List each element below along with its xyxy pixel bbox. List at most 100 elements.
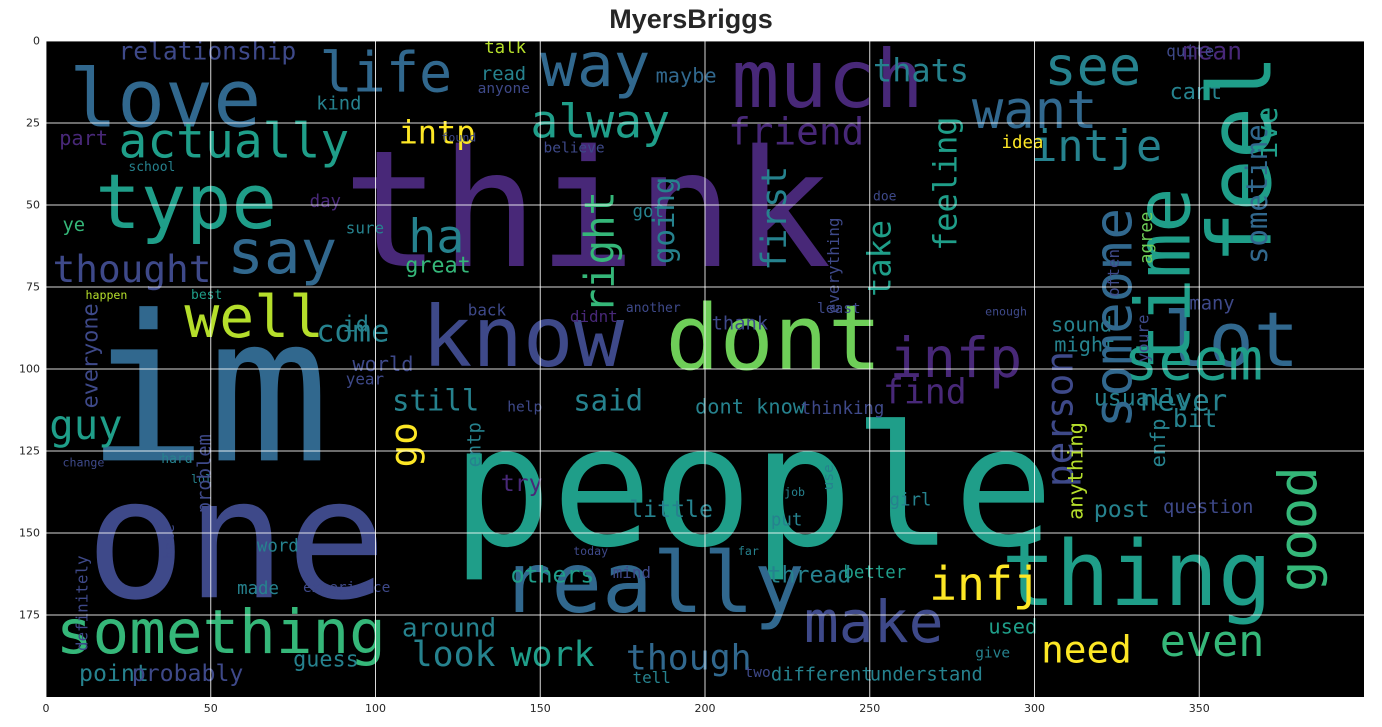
word-dont: dont bbox=[666, 287, 882, 391]
word-definitely: definitely bbox=[73, 555, 92, 651]
y-tick-label: 100 bbox=[19, 362, 40, 376]
word-best: best bbox=[191, 288, 222, 303]
word-read: read bbox=[481, 64, 526, 85]
word-part: part bbox=[59, 126, 108, 150]
word-little: little bbox=[629, 496, 713, 523]
wordcloud-plot-area: think people im one love much way life type see wa… bbox=[46, 41, 1364, 697]
word-see: see bbox=[1044, 41, 1141, 97]
word-intje: intje bbox=[1031, 122, 1162, 172]
word-sometime: sometime bbox=[1240, 124, 1274, 264]
word-actually: actually bbox=[119, 114, 350, 169]
word-mean: mean bbox=[1183, 41, 1242, 65]
word-usually: usually bbox=[1094, 384, 1192, 411]
word-im: im bbox=[86, 272, 330, 508]
word-ive: ive bbox=[1250, 107, 1284, 159]
word-around: around bbox=[402, 614, 496, 644]
word-enough: enough bbox=[985, 304, 1027, 318]
x-tick-label: 50 bbox=[203, 702, 218, 715]
word-try: try bbox=[501, 470, 543, 497]
word-intp: intp bbox=[399, 114, 476, 152]
word-thought: thought bbox=[53, 247, 212, 291]
y-tick-label: 75 bbox=[26, 280, 40, 294]
x-tick-label: 100 bbox=[365, 702, 386, 715]
word-anyone: anyone bbox=[478, 81, 530, 97]
word-day: day bbox=[310, 192, 341, 212]
y-tick-label: 25 bbox=[26, 116, 40, 130]
word-ye: ye bbox=[63, 215, 86, 236]
word-someone: someone bbox=[1084, 208, 1144, 428]
word-lol: lol bbox=[191, 472, 212, 486]
word-found: found bbox=[441, 131, 476, 145]
word-doe: doe bbox=[873, 190, 897, 205]
word-need: need bbox=[1041, 628, 1132, 672]
word-thinking: thinking bbox=[801, 399, 885, 419]
word-give: give bbox=[975, 645, 1010, 661]
word-thats: thats bbox=[873, 51, 969, 89]
word-right: right bbox=[576, 191, 624, 313]
word-school: school bbox=[128, 160, 175, 175]
word-make: make bbox=[804, 588, 944, 656]
word-sound: sound bbox=[1051, 313, 1112, 337]
word-come: come bbox=[316, 314, 389, 349]
word-job: job bbox=[784, 485, 805, 499]
word-everything: everything bbox=[824, 218, 843, 314]
word-use: use bbox=[821, 464, 837, 490]
y-tick-label: 0 bbox=[33, 34, 40, 48]
y-tick-label: 50 bbox=[26, 198, 40, 212]
chart-title: MyersBriggs bbox=[609, 4, 773, 34]
word-person: person bbox=[1037, 351, 1081, 487]
word-type: type bbox=[95, 158, 277, 246]
word-put: put bbox=[771, 510, 802, 530]
word-talk: talk bbox=[484, 41, 526, 58]
word-anything: anything bbox=[1064, 422, 1088, 520]
word-tell: tell bbox=[633, 668, 671, 687]
word-look: look bbox=[412, 635, 496, 675]
word-still: still bbox=[392, 383, 479, 417]
word-love: love bbox=[69, 52, 261, 145]
word-happen: happen bbox=[86, 288, 128, 302]
word-thread: thread bbox=[768, 562, 852, 589]
word-much: much bbox=[731, 41, 923, 126]
word-bit: bit bbox=[1173, 404, 1217, 433]
word-guy: guy bbox=[49, 401, 122, 449]
word-often: often bbox=[1104, 249, 1123, 297]
word-one: one bbox=[86, 443, 387, 637]
word-kind: kind bbox=[316, 94, 361, 115]
word-feel: feel bbox=[1190, 54, 1292, 264]
word-made: made bbox=[237, 579, 279, 599]
word-first: first bbox=[755, 166, 795, 271]
word-today: today bbox=[573, 544, 608, 558]
word-great: great bbox=[405, 254, 471, 279]
word-infj: infj bbox=[929, 557, 1041, 611]
word-idea: idea bbox=[1002, 133, 1044, 153]
word-change: change bbox=[63, 455, 105, 469]
word-year: year bbox=[346, 369, 384, 388]
word-point: point bbox=[79, 660, 149, 687]
word-hard: hard bbox=[161, 452, 192, 467]
word-hate: hate bbox=[162, 524, 178, 559]
word-though: though bbox=[626, 638, 752, 678]
word-sure: sure bbox=[346, 218, 384, 237]
word-way: way bbox=[540, 41, 650, 101]
word-friend: friend bbox=[728, 109, 864, 153]
word-help: help bbox=[507, 399, 542, 415]
word-maybe: maybe bbox=[656, 63, 717, 87]
y-tick-label: 125 bbox=[19, 444, 40, 458]
x-tick-label: 0 bbox=[42, 702, 50, 715]
word-infp: infp bbox=[890, 326, 1023, 390]
word-another: another bbox=[626, 301, 681, 316]
word-better: better bbox=[843, 563, 906, 583]
word-seem: seem bbox=[1124, 325, 1264, 393]
word-two: two bbox=[745, 665, 771, 681]
x-tick-label: 300 bbox=[1024, 702, 1045, 715]
word-thank: thank bbox=[712, 313, 769, 334]
word-understand: understand bbox=[870, 664, 983, 685]
word-id: id bbox=[343, 313, 369, 338]
word-world: world bbox=[352, 352, 413, 376]
word-entp: entp bbox=[465, 422, 486, 467]
word-said: said bbox=[573, 383, 643, 417]
word-many: many bbox=[1189, 294, 1234, 315]
word-post: post bbox=[1094, 496, 1150, 523]
